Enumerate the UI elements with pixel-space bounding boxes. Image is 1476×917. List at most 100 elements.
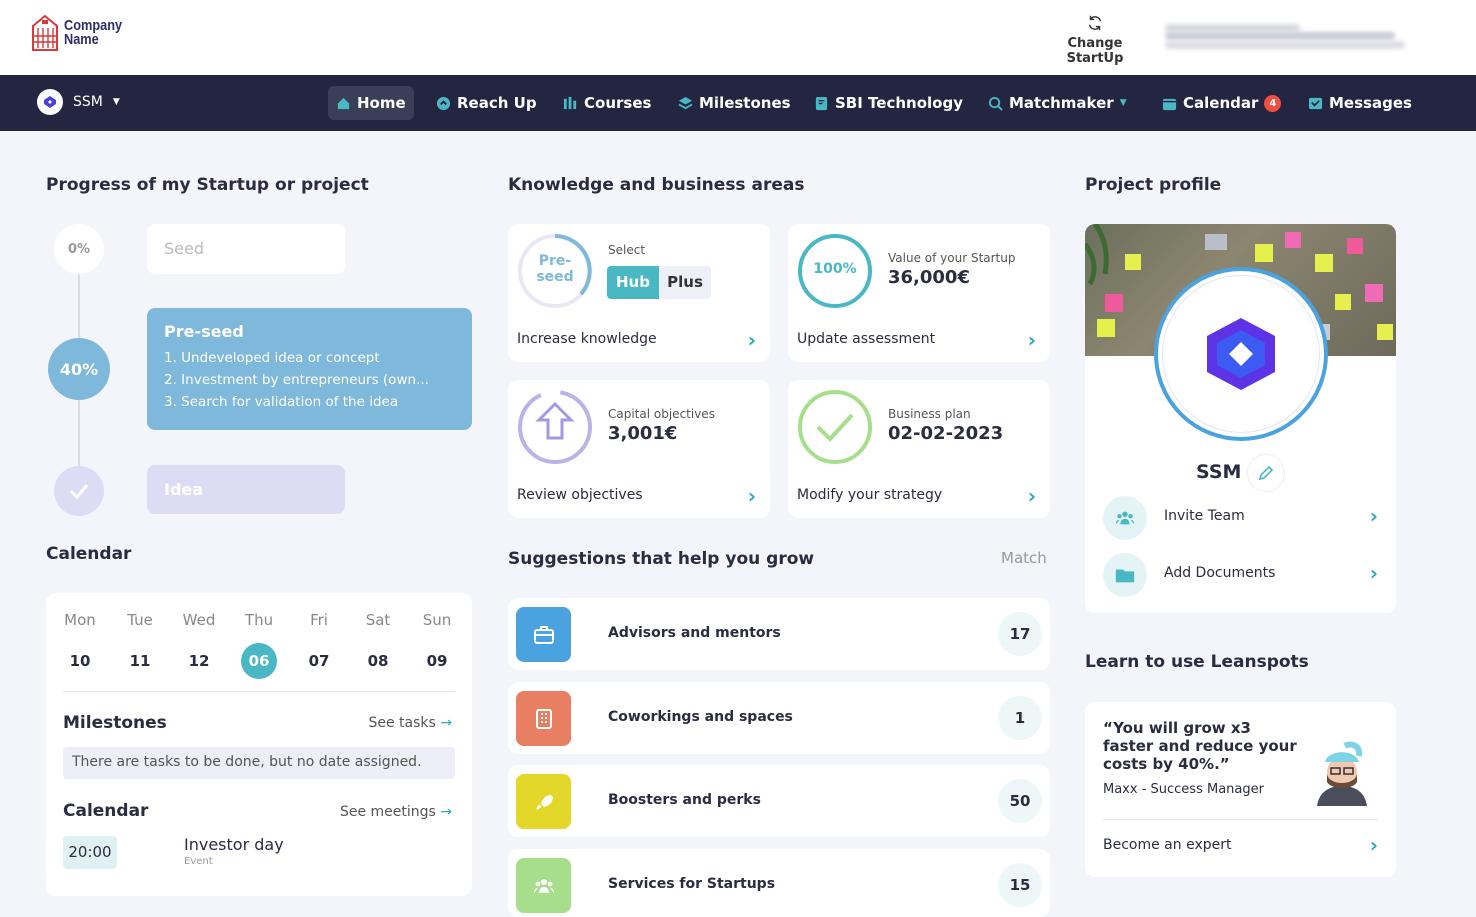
option-plus[interactable]: Plus <box>659 266 711 299</box>
stage-preseed[interactable]: Pre-seed 1. Undeveloped idea or concept … <box>147 308 472 430</box>
courses-icon <box>563 96 577 109</box>
project-selector[interactable]: SSM ▼ <box>37 89 120 115</box>
knowledge-card[interactable]: Pre-seed Select Hub Plus Increase knowle… <box>508 224 770 362</box>
change-startup-button[interactable]: Change StartUp <box>1040 14 1150 66</box>
capital-card[interactable]: Capital objectives 3,001€ Review objecti… <box>508 380 770 518</box>
sticky-notes-image <box>1085 224 1393 340</box>
suggestion-coworkings[interactable]: Coworkings and spaces 1 <box>508 682 1050 754</box>
team-icon <box>516 858 571 913</box>
stage-preseed-list: 1. Undeveloped idea or concept 2. Invest… <box>164 347 455 413</box>
day-name: Sat <box>365 611 391 629</box>
day-thu[interactable]: Thu 06 <box>239 611 279 679</box>
progress-idea-check <box>54 466 104 516</box>
event-type: Event <box>184 856 213 867</box>
chevron-right-icon: › <box>1369 561 1378 585</box>
change-startup-label: Change StartUp <box>1066 36 1124 66</box>
nav-matchmaker[interactable]: Matchmaker ▼ <box>980 86 1135 120</box>
ssm-logo-icon <box>1207 318 1275 390</box>
home-icon <box>337 97 350 109</box>
rocket-icon <box>516 774 571 829</box>
day-date: 10 <box>69 652 91 670</box>
folder-icon <box>1103 553 1147 597</box>
suggestion-count: 15 <box>998 863 1042 907</box>
see-tasks-link[interactable]: See tasks → <box>368 715 452 731</box>
stage-preseed-item: 1. Undeveloped idea or concept <box>164 350 380 366</box>
value-ring-label: 100% <box>813 261 857 277</box>
calendar-card: Mon 10 Tue 11 Wed 12 Thu 06 Fri 07 Sat 08 Sun 0… <box>46 593 472 896</box>
stage-ring-label: Pre-seed <box>525 253 585 285</box>
user-name-blurred <box>1165 24 1300 32</box>
modify-strategy-label: Modify your strategy <box>797 487 943 503</box>
chevron-right-icon: › <box>1027 328 1036 352</box>
edit-profile-button[interactable] <box>1247 454 1285 492</box>
day-fri[interactable]: Fri 07 <box>299 611 339 679</box>
day-wed[interactable]: Wed 12 <box>179 611 219 679</box>
stage-ring <box>518 234 592 308</box>
nav-sbi-label: SBI Technology <box>835 94 963 112</box>
suggestion-label: Boosters and perks <box>608 792 761 808</box>
option-hub[interactable]: Hub <box>607 266 659 299</box>
nav-courses[interactable]: Courses <box>555 86 659 120</box>
suggestions-title: Suggestions that help you grow <box>508 549 815 569</box>
profile-name: SSM <box>1196 461 1242 483</box>
nav-reach-up[interactable]: Reach Up <box>428 86 545 120</box>
stage-idea[interactable]: Idea <box>147 465 345 514</box>
calendar-heading: Calendar <box>63 801 149 821</box>
day-name: Thu <box>244 611 274 629</box>
become-expert-link[interactable]: Become an expert <box>1103 837 1232 853</box>
project-avatar <box>37 89 63 115</box>
select-label: Select <box>608 243 646 257</box>
knowledge-title: Knowledge and business areas <box>508 175 805 195</box>
top-bar: Company Name Change StartUp <box>0 0 1476 75</box>
suggestion-label: Advisors and mentors <box>608 625 781 641</box>
nav-courses-label: Courses <box>584 94 652 112</box>
project-logo[interactable] <box>1154 267 1328 441</box>
stage-seed[interactable]: Seed <box>147 224 345 274</box>
nav-milestones[interactable]: Milestones <box>670 86 799 120</box>
day-sun[interactable]: Sun 09 <box>417 611 457 679</box>
plan-card[interactable]: Business plan 02-02-2023 Modify your str… <box>788 380 1050 518</box>
nav-sbi-technology[interactable]: SBI Technology <box>806 86 971 120</box>
plan-label: Business plan <box>888 407 971 421</box>
check-circle-icon <box>798 390 872 464</box>
day-name: Mon <box>64 611 96 629</box>
stage-ring-line2: seed <box>536 269 574 285</box>
chevron-down-icon: ▼ <box>112 97 120 107</box>
value-label: Value of your Startup <box>888 251 1016 265</box>
team-icon <box>1103 496 1147 540</box>
day-name: Wed <box>182 611 216 629</box>
nav-messages[interactable]: Messages <box>1300 86 1420 120</box>
day-tue[interactable]: Tue 11 <box>120 611 160 679</box>
suggestion-count: 50 <box>998 779 1042 823</box>
chevron-down-icon: ▼ <box>1119 98 1127 108</box>
value-card[interactable]: 100% Value of your Startup 36,000€ Updat… <box>788 224 1050 362</box>
review-objectives-label: Review objectives <box>517 487 643 503</box>
progress-seed-percent: 0% <box>54 224 104 274</box>
day-name: Fri <box>310 611 328 629</box>
day-name: Tue <box>127 611 153 629</box>
see-meetings-label: See meetings <box>339 804 436 820</box>
nav-calendar[interactable]: Calendar 4 <box>1154 86 1289 120</box>
event-title[interactable]: Investor day <box>184 835 284 854</box>
day-mon[interactable]: Mon 10 <box>60 611 100 679</box>
refresh-icon <box>1088 15 1102 31</box>
nav-home[interactable]: Home <box>328 86 414 120</box>
divider <box>1103 819 1378 820</box>
invite-team-row[interactable]: Invite Team › <box>1103 496 1378 540</box>
milestones-note: There are tasks to be done, but no date … <box>63 747 455 779</box>
stage-ring-line1: Pre- <box>538 253 572 269</box>
value-amount: 36,000€ <box>888 267 970 288</box>
add-documents-row[interactable]: Add Documents › <box>1103 553 1378 597</box>
see-tasks-label: See tasks <box>368 715 436 731</box>
see-meetings-link[interactable]: See meetings → <box>340 804 452 820</box>
company-logo[interactable]: Company Name <box>30 14 132 52</box>
sbi-icon <box>815 96 828 110</box>
suggestion-services[interactable]: Services for Startups 15 <box>508 849 1050 917</box>
suggestion-boosters[interactable]: Boosters and perks 50 <box>508 765 1050 837</box>
suggestion-advisors[interactable]: Advisors and mentors 17 <box>508 598 1050 670</box>
match-label[interactable]: Match <box>1001 549 1047 567</box>
day-date-today: 06 <box>241 643 277 679</box>
add-documents-label: Add Documents <box>1164 565 1276 581</box>
day-sat[interactable]: Sat 08 <box>358 611 398 679</box>
profile-card: SSM Invite Team › Add Documents › <box>1085 224 1396 613</box>
